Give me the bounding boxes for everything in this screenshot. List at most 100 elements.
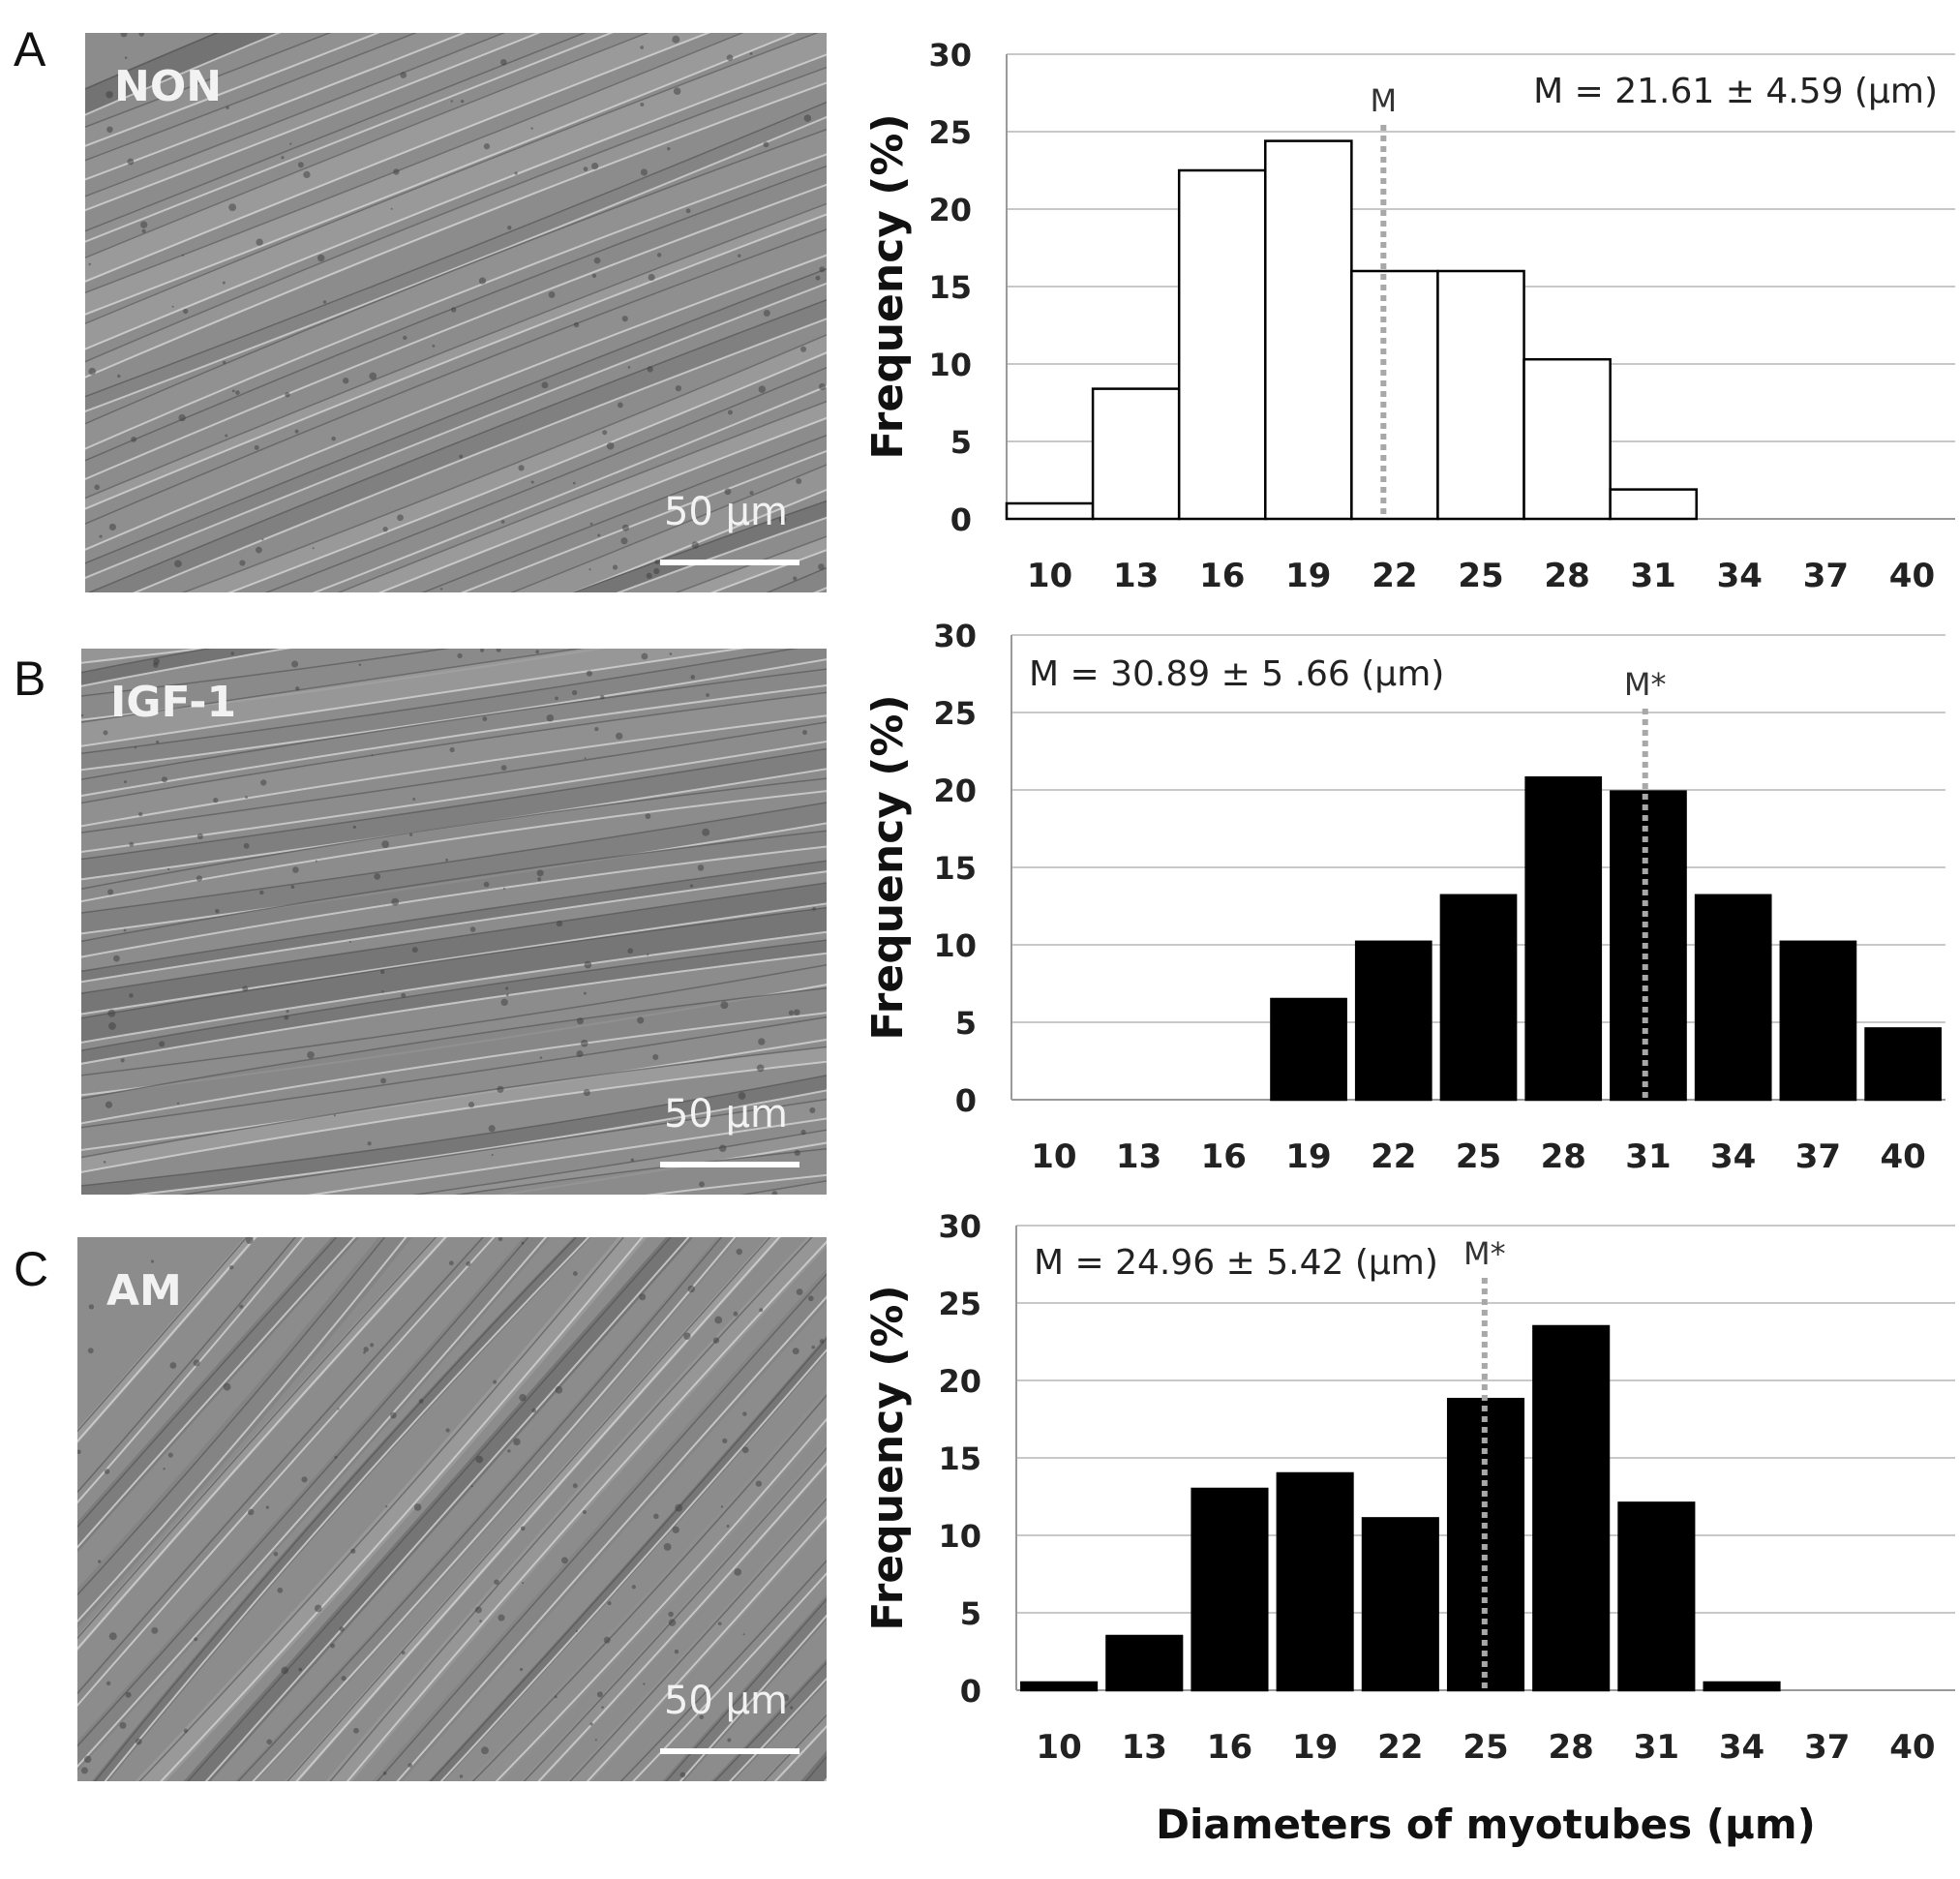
bar xyxy=(1361,1517,1439,1692)
y-tick-label: 5 xyxy=(955,1005,977,1042)
scale-bar-label: 50 µm xyxy=(664,1092,788,1136)
x-tick-label: 31 xyxy=(1625,1137,1671,1176)
x-tick-label: 37 xyxy=(1795,1137,1841,1176)
x-tick-label: 10 xyxy=(1027,557,1072,595)
y-tick-label: 25 xyxy=(928,114,972,151)
y-tick-label: 30 xyxy=(938,1208,981,1245)
mean-label: M* xyxy=(1463,1235,1506,1272)
x-tick-label: 28 xyxy=(1541,1137,1586,1176)
bar xyxy=(1436,269,1525,521)
x-tick-label: 34 xyxy=(1717,557,1763,595)
x-tick-label: 22 xyxy=(1372,557,1417,595)
bar xyxy=(1091,387,1181,521)
scale-bar xyxy=(660,560,799,565)
y-tick-label: 0 xyxy=(950,501,972,538)
y-tick-label: 5 xyxy=(960,1595,981,1632)
x-tick-label: 31 xyxy=(1631,557,1676,595)
scale-bar xyxy=(660,1162,799,1167)
x-tick-label: 28 xyxy=(1544,557,1589,595)
x-tick-label: 31 xyxy=(1634,1728,1679,1767)
x-axis-title: Diameters of myotubes (µm) xyxy=(1156,1801,1816,1848)
y-tick-label: 5 xyxy=(950,424,972,461)
y-tick-label: 30 xyxy=(928,37,972,74)
histogram-igf1: 0 5 10 15 20 25 30 10 13 16 19 22 25 28 31 34 37 40 M* M = … xyxy=(842,616,1955,1197)
y-tick-label: 25 xyxy=(933,695,977,732)
micrograph-am: AM 50 µm xyxy=(77,1237,827,1781)
histogram-non: 0 5 10 15 20 25 30 10 13 16 19 22 25 28 31 34 37 40 M M = 2… xyxy=(842,33,1955,614)
x-tick-label: 19 xyxy=(1292,1728,1338,1767)
x-tick-label: 10 xyxy=(1031,1137,1076,1176)
bar xyxy=(1177,168,1267,521)
x-tick-label: 13 xyxy=(1113,557,1159,595)
micrograph-non: NON 50 µm xyxy=(85,33,827,592)
y-tick-label: 10 xyxy=(933,927,977,964)
x-tick-label: 28 xyxy=(1549,1728,1594,1767)
x-tick-label: 13 xyxy=(1116,1137,1161,1176)
bar xyxy=(1694,894,1772,1102)
x-tick-label: 19 xyxy=(1285,1137,1331,1176)
y-tick-label: 20 xyxy=(933,773,977,809)
bar xyxy=(1523,357,1612,521)
histogram-am: 0 5 10 15 20 25 30 10 13 16 19 22 25 28 31 34 37 40 M* M = … xyxy=(842,1204,1955,1872)
x-tick-label: 16 xyxy=(1207,1728,1252,1767)
mean-annotation: M = 21.61 ± 4.59 (µm) xyxy=(1533,72,1938,111)
y-tick-label: 0 xyxy=(955,1082,977,1119)
scale-bar xyxy=(660,1748,799,1754)
bar xyxy=(1779,940,1857,1102)
x-tick-label: 40 xyxy=(1889,1728,1935,1767)
y-tick-label: 10 xyxy=(928,347,972,383)
bar xyxy=(1005,501,1095,521)
bar xyxy=(1524,775,1603,1102)
condition-label: IGF-1 xyxy=(110,678,236,727)
y-tick-label: 25 xyxy=(938,1286,981,1322)
mean-label: M* xyxy=(1624,666,1667,703)
bar xyxy=(1350,269,1439,521)
y-axis-title: Frequency (%) xyxy=(863,1285,913,1630)
condition-label: AM xyxy=(106,1266,182,1316)
y-axis-title: Frequency (%) xyxy=(863,694,913,1040)
bar xyxy=(1020,1681,1099,1692)
y-tick-label: 20 xyxy=(938,1363,981,1400)
y-axis-title: Frequency (%) xyxy=(863,113,913,459)
x-tick-label: 40 xyxy=(1880,1137,1925,1176)
x-tick-label: 37 xyxy=(1803,557,1849,595)
mean-label: M xyxy=(1371,82,1398,119)
bar xyxy=(1191,1487,1269,1692)
bar xyxy=(1532,1324,1611,1692)
x-tick-label: 10 xyxy=(1036,1728,1081,1767)
x-tick-label: 16 xyxy=(1199,557,1245,595)
panel-letter-a: A xyxy=(14,22,46,76)
bar xyxy=(1439,894,1518,1102)
y-tick-label: 10 xyxy=(938,1518,981,1555)
x-tick-label: 34 xyxy=(1710,1137,1756,1176)
x-tick-label: 40 xyxy=(1889,557,1935,595)
bar xyxy=(1864,1027,1942,1102)
x-tick-label: 25 xyxy=(1456,1137,1501,1176)
panel-letter-b: B xyxy=(14,652,46,706)
bar xyxy=(1270,997,1347,1102)
x-tick-label: 37 xyxy=(1804,1728,1850,1767)
scale-bar-label: 50 µm xyxy=(664,1679,788,1723)
panel-letter-c: C xyxy=(14,1242,49,1296)
y-tick-label: 15 xyxy=(928,269,972,306)
y-tick-label: 20 xyxy=(928,192,972,228)
x-tick-label: 34 xyxy=(1719,1728,1764,1767)
y-tick-label: 30 xyxy=(933,618,977,654)
x-tick-label: 13 xyxy=(1122,1728,1167,1767)
x-tick-label: 19 xyxy=(1285,557,1331,595)
scale-bar-label: 50 µm xyxy=(664,490,788,534)
y-tick-label: 15 xyxy=(933,850,977,887)
bar xyxy=(1105,1634,1184,1692)
x-tick-label: 16 xyxy=(1201,1137,1247,1176)
bar xyxy=(1276,1471,1354,1692)
condition-label: NON xyxy=(114,62,222,111)
y-tick-label: 0 xyxy=(960,1673,981,1710)
x-tick-label: 22 xyxy=(1371,1137,1416,1176)
y-tick-label: 15 xyxy=(938,1440,981,1477)
x-tick-label: 25 xyxy=(1458,557,1503,595)
bar xyxy=(1617,1501,1696,1692)
bar xyxy=(1354,940,1432,1102)
x-tick-label: 25 xyxy=(1462,1728,1508,1767)
x-tick-label: 22 xyxy=(1377,1728,1423,1767)
mean-annotation: M = 30.89 ± 5 .66 (µm) xyxy=(1029,654,1444,694)
